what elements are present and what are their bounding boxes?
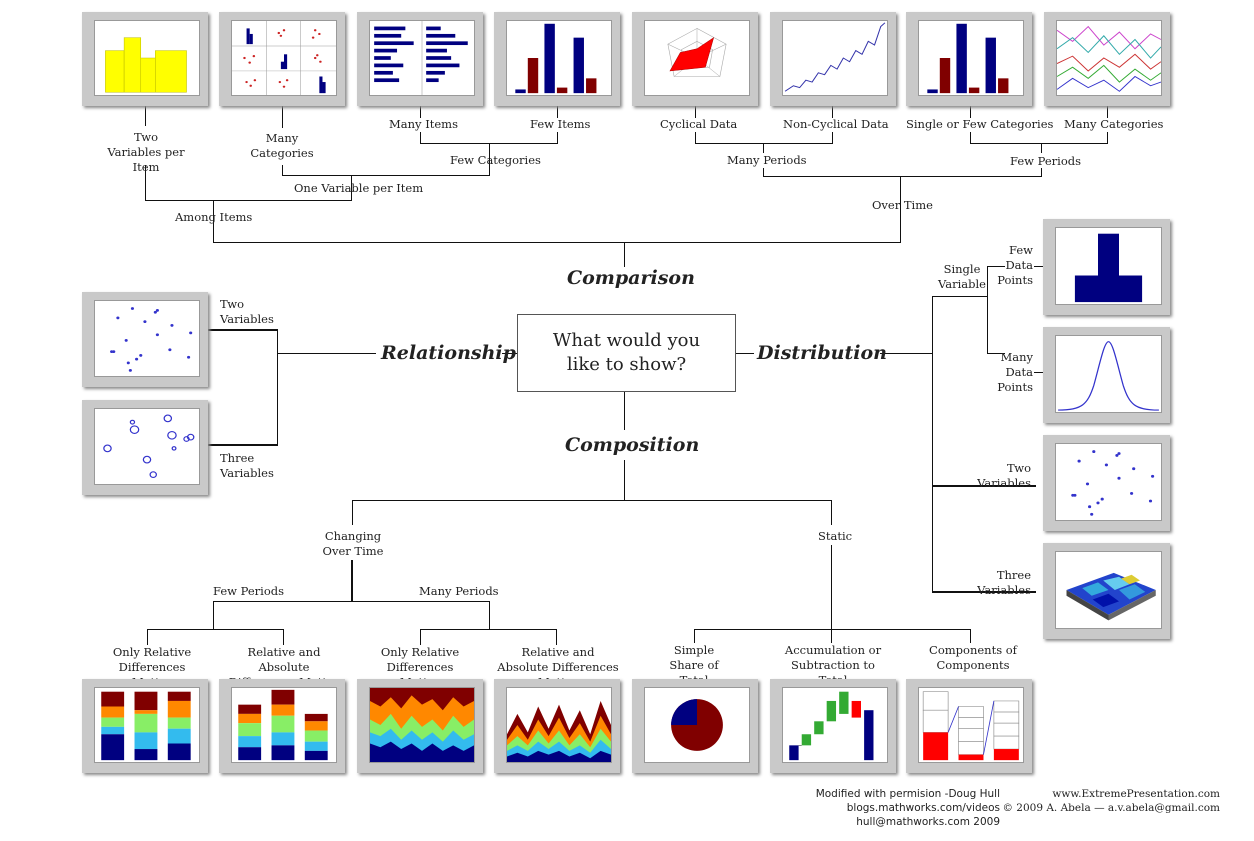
- thumb-stacked-area-chart: [494, 679, 620, 773]
- label-many-data-points: Many Data Points: [997, 350, 1033, 394]
- label-over-time: Over Time: [872, 198, 933, 212]
- category-comparison: Comparison: [567, 267, 695, 289]
- label-many-periods: Many Periods: [727, 153, 807, 167]
- thumb-scatter-distribution: [1043, 435, 1170, 531]
- label-composition-many-periods: Many Periods: [419, 584, 499, 598]
- label-two-variables-per-item: Two Variables per Item: [107, 130, 185, 174]
- thumb-pie-chart: [632, 679, 758, 773]
- thumb-column-chart-time: [906, 12, 1032, 106]
- central-question-box: What would you like to show?: [517, 314, 736, 392]
- thumb-column-histogram: [1043, 219, 1170, 315]
- label-among-items: Among Items: [175, 210, 253, 224]
- label-one-variable-per-item: One Variable per Item: [294, 181, 424, 195]
- thumb-stacked-100-column-chart: [82, 679, 208, 773]
- label-few-items: Few Items: [530, 117, 591, 131]
- thumb-stacked-100-waterfall: [906, 679, 1032, 773]
- thumb-scatter-matrix: [219, 12, 345, 106]
- category-distribution: Distribution: [757, 342, 887, 364]
- thumb-scatter-chart: [82, 292, 208, 387]
- label-few-periods: Few Periods: [1010, 154, 1082, 168]
- central-question-line2: like to show?: [566, 354, 687, 375]
- thumb-multi-line-chart: [1044, 12, 1170, 106]
- footer-blog: blogs.mathworks.com/videos: [846, 802, 1000, 814]
- label-many-categories-time: Many Categories: [1064, 117, 1164, 131]
- label-static: Static: [818, 529, 853, 543]
- label-relationship-three-variables: Three Variables: [220, 451, 274, 480]
- footer-site: www.ExtremePresentation.com: [1052, 788, 1220, 800]
- thumb-3d-area-chart: [1043, 543, 1170, 639]
- label-single-or-few-categories: Single or Few Categories: [906, 117, 1054, 131]
- thumb-waterfall-chart: [770, 679, 896, 773]
- category-composition: Composition: [565, 434, 700, 456]
- label-changing-over-time: Changing Over Time: [322, 529, 384, 558]
- thumb-stacked-100-area-chart: [357, 679, 483, 773]
- label-many-items: Many Items: [389, 117, 458, 131]
- category-relationship: Relationship: [381, 342, 516, 364]
- label-components: Components of Components: [929, 643, 1017, 672]
- label-distribution-two-variables: Two Variables: [977, 461, 1031, 490]
- thumb-column-chart: [494, 12, 620, 106]
- thumb-line-histogram: [1043, 327, 1170, 423]
- label-single-variable: Single Variable: [938, 262, 986, 291]
- footer-copyright: © 2009 A. Abela — a.v.abela@gmail.com: [1002, 802, 1220, 814]
- label-few-categories: Few Categories: [450, 153, 541, 167]
- label-cyclical-data: Cyclical Data: [660, 117, 738, 131]
- label-many-categories: Many Categories: [250, 131, 314, 160]
- footer-email-hull: hull@mathworks.com 2009: [856, 816, 1000, 828]
- thumb-bubble-chart: [82, 400, 208, 495]
- label-composition-few-periods: Few Periods: [213, 584, 285, 598]
- label-relationship-two-variables: Two Variables: [220, 297, 274, 326]
- thumb-stacked-column-chart: [219, 679, 345, 773]
- label-distribution-three-variables: Three Variables: [977, 568, 1031, 597]
- label-few-data-points: Few Data Points: [997, 243, 1033, 287]
- thumb-radar-chart: [632, 12, 758, 106]
- label-non-cyclical-data: Non-Cyclical Data: [783, 117, 889, 131]
- footer-permission: Modified with permision -Doug Hull: [815, 788, 1000, 800]
- central-question-line1: What would you: [552, 330, 701, 351]
- thumb-line-chart: [770, 12, 896, 106]
- thumb-bar-table-chart: [357, 12, 483, 106]
- thumb-variable-width-column-chart: [82, 12, 208, 106]
